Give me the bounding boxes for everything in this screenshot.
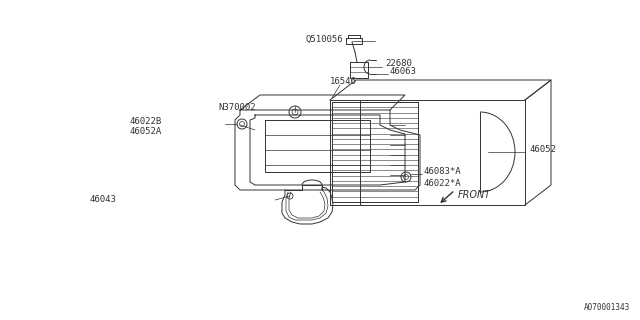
Text: 46022*A: 46022*A — [424, 180, 461, 188]
Text: 46063: 46063 — [390, 68, 417, 76]
Text: 46022B: 46022B — [130, 117, 163, 126]
Text: Q510056: Q510056 — [306, 35, 344, 44]
Text: 46083*A: 46083*A — [424, 167, 461, 177]
Text: FRONT: FRONT — [458, 190, 492, 200]
Text: 46052: 46052 — [530, 146, 557, 155]
Text: 16546: 16546 — [330, 77, 357, 86]
Text: A070001343: A070001343 — [584, 303, 630, 312]
Text: N370002: N370002 — [218, 103, 255, 113]
Text: 22680: 22680 — [385, 60, 412, 68]
Text: 46052A: 46052A — [130, 127, 163, 137]
Text: 46043: 46043 — [90, 196, 117, 204]
